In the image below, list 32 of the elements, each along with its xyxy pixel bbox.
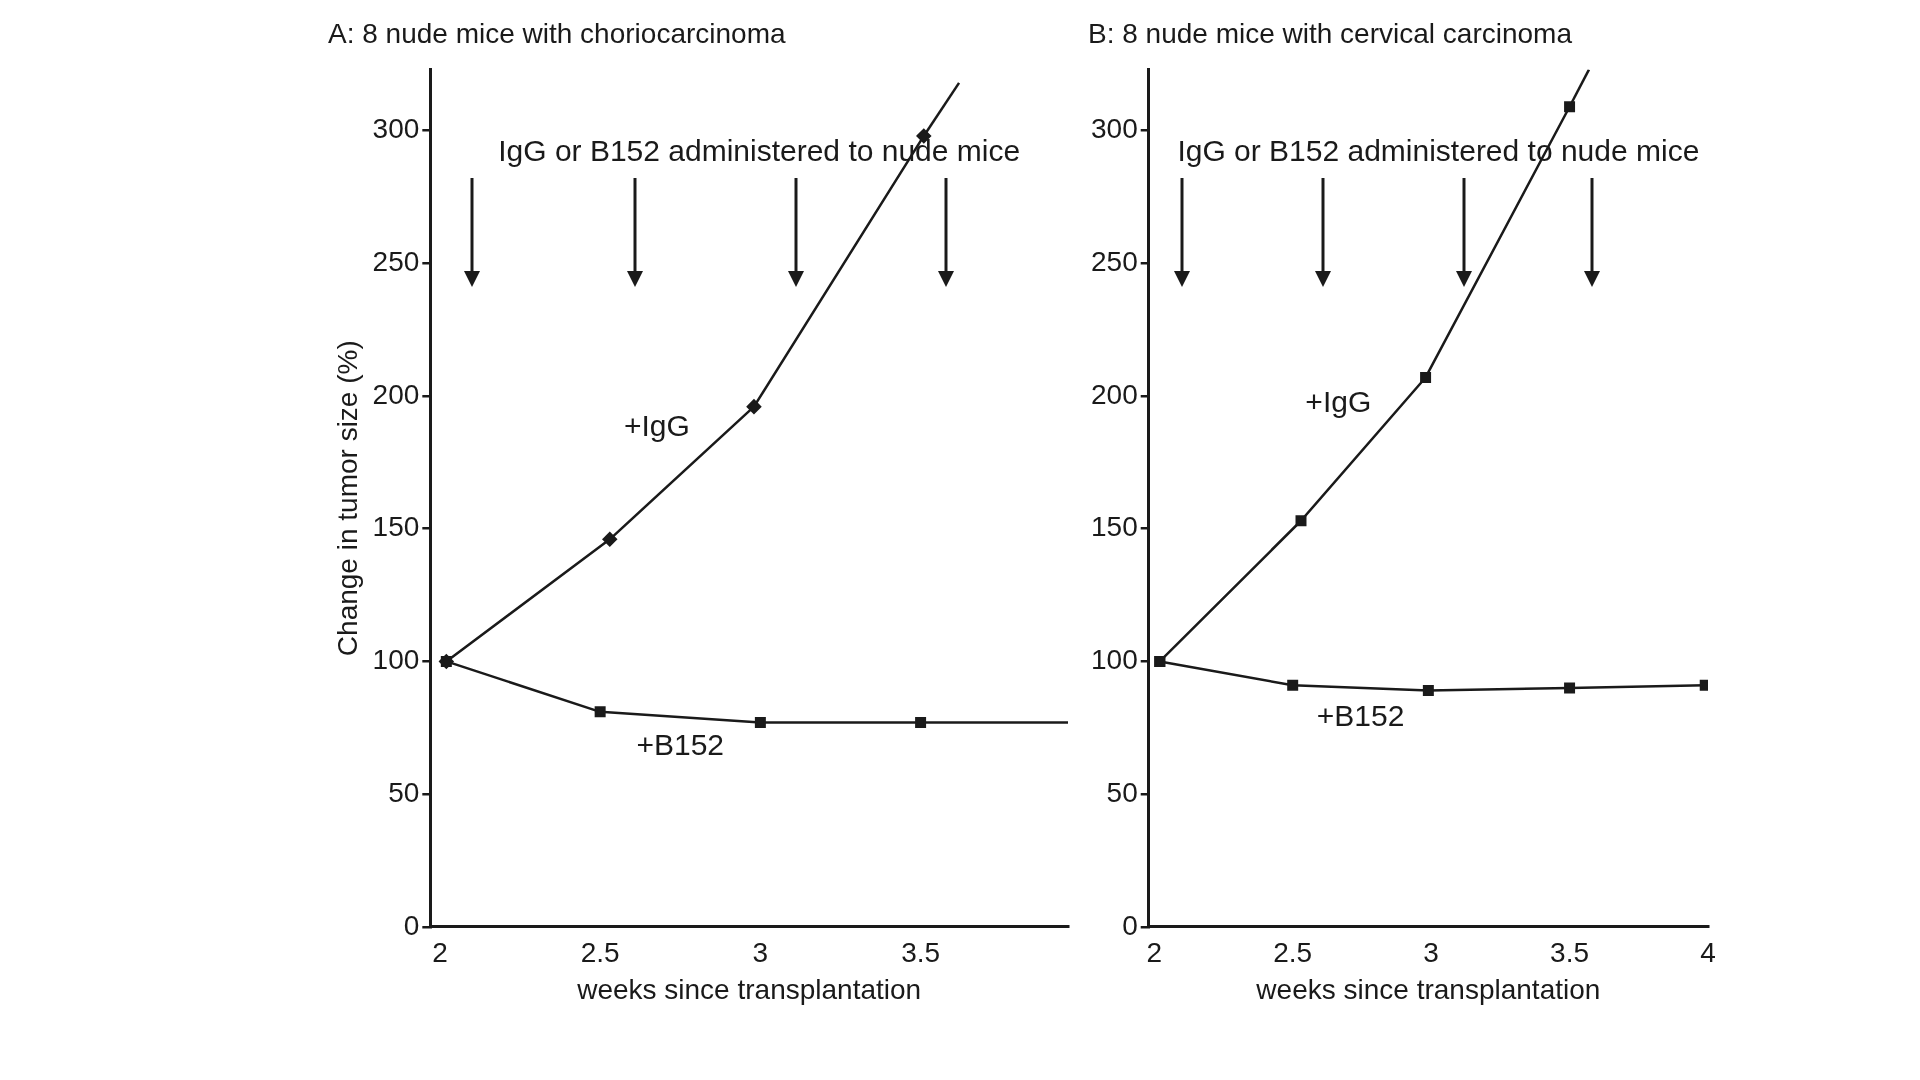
x-tick-label: 3.5	[1550, 937, 1590, 969]
y-tick-label: 300	[1091, 113, 1138, 145]
y-tick-label: 200	[372, 378, 420, 410]
y-tick-label: 250	[1091, 246, 1138, 278]
series-label: +IgG	[1305, 385, 1372, 419]
x-tick-label: 2	[432, 937, 448, 969]
x-tick-label: 4	[1700, 937, 1716, 969]
x-axis-title: weeks since transplantation	[576, 973, 922, 1005]
y-tick-label: 150	[1091, 511, 1138, 543]
x-axis-title: weeks since transplantation	[1255, 973, 1601, 1005]
y-tick-label: 50	[1106, 776, 1138, 808]
y-tick-label: 300	[372, 113, 420, 145]
y-tick-label: 100	[1091, 644, 1138, 676]
chart-title: A: 8 nude mice with choriocarcinoma	[328, 17, 786, 49]
y-tick-label: 150	[372, 511, 420, 543]
y-tick-label: 200	[1091, 378, 1138, 410]
y-tick-label: 100	[372, 644, 420, 676]
x-tick-label: 2.5	[1273, 937, 1313, 969]
y-tick-label: 0	[1122, 909, 1138, 941]
series-label: +IgG	[623, 409, 690, 443]
series-label: +B152	[1316, 699, 1405, 733]
y-axis-title: Change in tumor size (%)	[331, 340, 363, 657]
x-tick-label: 3	[1423, 937, 1439, 969]
y-tick-label: 50	[388, 776, 420, 808]
x-tick-label: 3	[752, 937, 769, 969]
y-tick-label: 250	[372, 246, 420, 278]
x-tick-label: 2.5	[580, 937, 620, 969]
y-tick-label: 0	[403, 909, 420, 941]
x-tick-label: 2	[1146, 937, 1163, 969]
chart-title: B: 8 nude mice with cervical carcinoma	[1088, 17, 1573, 49]
series-label: +B152	[636, 728, 725, 762]
x-tick-label: 3.5	[901, 937, 941, 969]
